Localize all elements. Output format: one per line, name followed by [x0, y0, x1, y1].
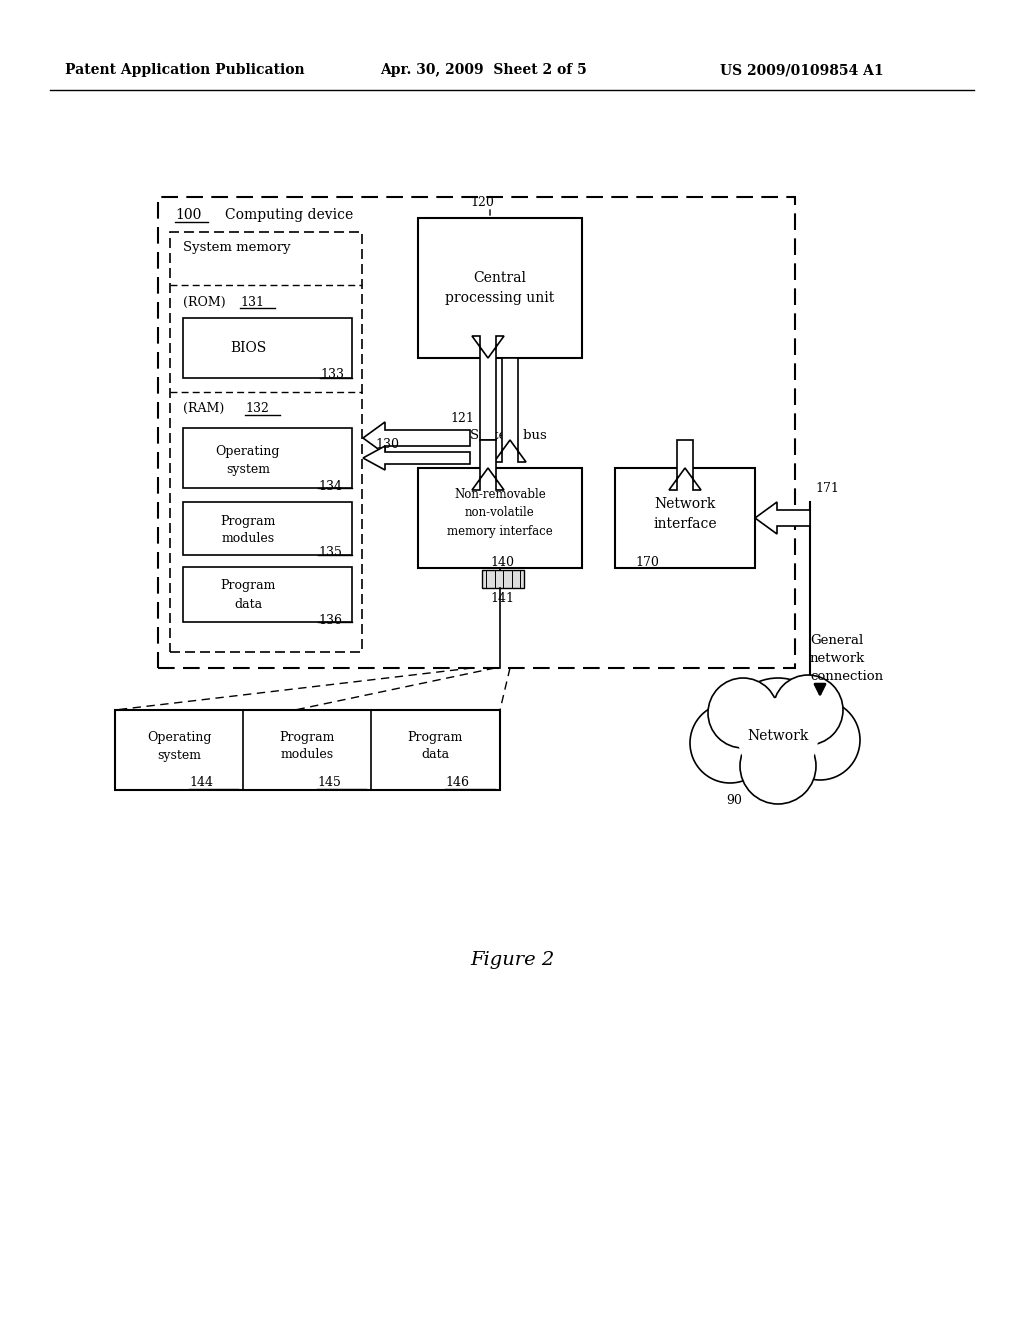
Polygon shape	[362, 422, 470, 454]
Text: Network: Network	[748, 729, 809, 743]
Text: 145: 145	[317, 776, 341, 789]
Text: data: data	[233, 598, 262, 610]
Text: 135: 135	[318, 546, 342, 560]
Text: memory interface: memory interface	[447, 524, 553, 537]
Text: 133: 133	[319, 368, 344, 381]
Polygon shape	[755, 502, 810, 535]
Text: 136: 136	[318, 614, 342, 627]
Text: Patent Application Publication: Patent Application Publication	[65, 63, 304, 77]
Text: 134: 134	[318, 479, 342, 492]
Text: 90: 90	[726, 793, 741, 807]
Text: 140: 140	[490, 556, 514, 569]
Text: (ROM): (ROM)	[183, 296, 225, 309]
Text: network: network	[810, 652, 865, 664]
Circle shape	[740, 729, 816, 804]
Text: interface: interface	[653, 517, 717, 531]
Text: system: system	[226, 462, 270, 475]
Circle shape	[726, 678, 830, 781]
Text: 132: 132	[245, 401, 269, 414]
Bar	[115, 710, 500, 789]
Text: 146: 146	[445, 776, 469, 789]
Text: Operating: Operating	[146, 730, 211, 743]
Text: Program: Program	[280, 730, 335, 743]
Text: US 2009/0109854 A1: US 2009/0109854 A1	[720, 63, 884, 77]
Text: BIOS: BIOS	[229, 341, 266, 355]
Text: 120: 120	[470, 195, 494, 209]
Bar	[482, 570, 524, 587]
Text: connection: connection	[810, 669, 883, 682]
Text: General: General	[810, 634, 863, 647]
Bar	[170, 232, 362, 652]
Bar	[615, 469, 755, 568]
Circle shape	[708, 678, 778, 748]
Circle shape	[780, 700, 860, 780]
Text: System memory: System memory	[183, 242, 291, 255]
Text: modules: modules	[281, 748, 334, 762]
Circle shape	[773, 675, 843, 744]
Text: Non-removable: Non-removable	[454, 488, 546, 502]
Text: Program: Program	[220, 579, 275, 593]
Polygon shape	[472, 337, 504, 440]
Text: non-volatile: non-volatile	[465, 507, 535, 520]
Text: 121: 121	[450, 412, 474, 425]
Text: Network: Network	[654, 498, 716, 511]
Text: Figure 2: Figure 2	[470, 950, 554, 969]
Circle shape	[738, 698, 818, 777]
Bar	[183, 428, 352, 488]
Text: Computing device: Computing device	[225, 209, 353, 222]
Text: Operating: Operating	[216, 445, 281, 458]
Text: 170: 170	[635, 556, 658, 569]
Bar	[183, 318, 352, 378]
Text: modules: modules	[221, 532, 274, 545]
Text: Central: Central	[473, 271, 526, 285]
Bar	[418, 218, 582, 358]
Bar	[183, 502, 352, 554]
Polygon shape	[362, 446, 470, 470]
Text: 141: 141	[490, 591, 514, 605]
Text: data: data	[421, 748, 450, 762]
Text: System bus: System bus	[470, 429, 547, 441]
Bar	[418, 469, 582, 568]
Text: Program: Program	[408, 730, 463, 743]
Bar	[158, 197, 795, 668]
Polygon shape	[669, 440, 701, 490]
Text: 100: 100	[175, 209, 202, 222]
Text: 144: 144	[189, 776, 213, 789]
Circle shape	[690, 704, 770, 783]
Text: (RAM): (RAM)	[183, 401, 224, 414]
Polygon shape	[472, 440, 504, 490]
Polygon shape	[494, 358, 526, 462]
Text: processing unit: processing unit	[445, 290, 555, 305]
Text: Apr. 30, 2009  Sheet 2 of 5: Apr. 30, 2009 Sheet 2 of 5	[380, 63, 587, 77]
Text: 131: 131	[240, 296, 264, 309]
Text: 171: 171	[815, 482, 839, 495]
Text: system: system	[157, 748, 201, 762]
Text: 130: 130	[375, 438, 399, 451]
Text: Program: Program	[220, 515, 275, 528]
Bar	[183, 568, 352, 622]
